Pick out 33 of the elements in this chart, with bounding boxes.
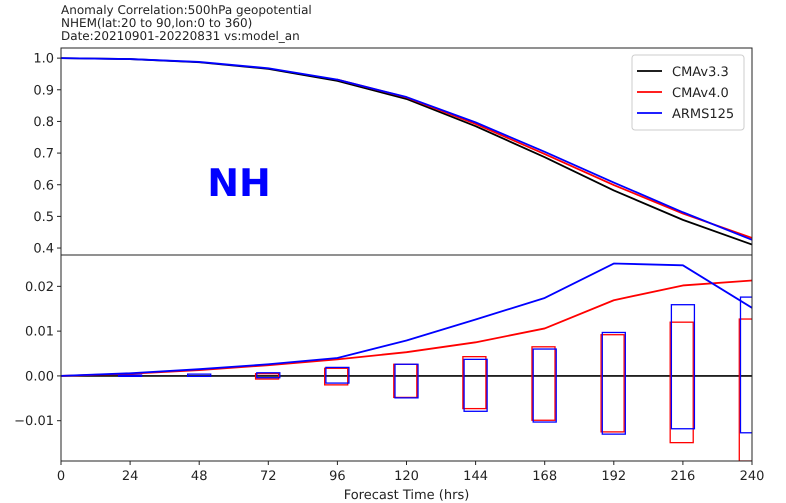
text: Date:20210901-20220831 vs:model_an (61, 29, 300, 43)
legend-label: CMAv3.3 (672, 65, 729, 80)
y-tick-label: 0.8 (33, 114, 54, 130)
x-tick-label: 72 (260, 469, 277, 484)
x-tick-label: 144 (463, 469, 488, 484)
y-tick-label: 0.5 (33, 210, 54, 225)
y-tick-label: 0.01 (25, 324, 54, 340)
y-tick-label: 0.9 (33, 83, 54, 98)
x-tick-label: 168 (532, 469, 558, 484)
x-tick-label: 48 (190, 469, 208, 484)
x-tick-label: 96 (329, 469, 346, 484)
x-tick-label: 192 (601, 469, 626, 484)
bar (670, 322, 694, 444)
legend-label: CMAv4.0 (672, 86, 729, 101)
chart-subtitle: NHEM(lat:20 to 90,lon:0 to 360) (61, 16, 252, 30)
bar (670, 304, 696, 430)
x-tick-label: 24 (122, 469, 138, 484)
y-tick-label: 0.02 (25, 280, 54, 295)
x-tick-label: 120 (394, 469, 419, 484)
chart-title: Anomaly Correlation:500hPa geopotential (61, 3, 312, 17)
x-tick-label: 216 (670, 469, 696, 484)
bar (187, 373, 212, 378)
y-tick-label: 0.6 (33, 178, 54, 194)
x-tick-label: 240 (740, 469, 764, 484)
legend-label: ARMS125 (672, 107, 734, 122)
x-tick-label: 0 (56, 469, 66, 484)
y-tick-label: 0.00 (25, 369, 54, 384)
y-tick-label: −0.01 (14, 414, 54, 430)
x-axis-title: Forecast Time (hrs) (344, 488, 470, 503)
y-tick-label: 0.7 (33, 146, 54, 162)
y-tick-label: 1.0 (33, 52, 54, 67)
annotation: NH (207, 161, 271, 205)
y-tick-label: 0.4 (33, 242, 54, 257)
